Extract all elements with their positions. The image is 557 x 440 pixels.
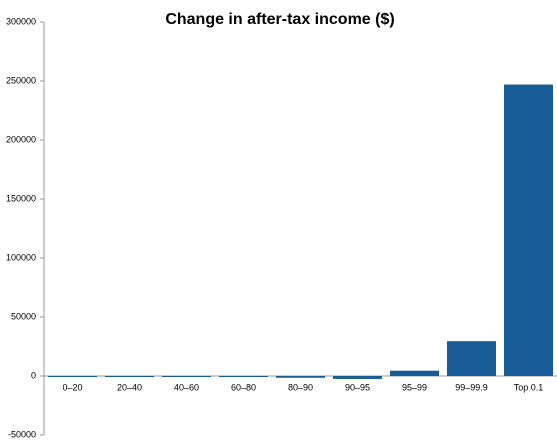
bar xyxy=(389,370,440,376)
y-tick-label: 250000 xyxy=(6,75,36,85)
x-tick-label: 95–99 xyxy=(402,382,427,392)
bar xyxy=(218,376,269,377)
chart-title: Change in after-tax income ($) xyxy=(165,11,394,28)
y-tick-label: 300000 xyxy=(6,16,36,26)
bar xyxy=(332,376,383,379)
y-tick-label: 150000 xyxy=(6,193,36,203)
bar xyxy=(446,341,497,376)
y-tick-label: 0 xyxy=(31,370,36,380)
x-tick-label: 90–95 xyxy=(345,382,370,392)
y-tick-label: 50000 xyxy=(11,311,36,321)
x-tick-label: 99–99.9 xyxy=(455,382,488,392)
bar xyxy=(503,84,554,376)
bar xyxy=(161,376,212,377)
x-tick-label: 0–20 xyxy=(62,382,82,392)
x-tick-label: 80–90 xyxy=(288,382,313,392)
bar xyxy=(47,376,98,377)
y-tick-label: 200000 xyxy=(6,134,36,144)
bar xyxy=(275,376,326,378)
y-tick-label: -50000 xyxy=(8,429,36,439)
y-tick-label: 100000 xyxy=(6,252,36,262)
x-tick-label: 20–40 xyxy=(117,382,142,392)
x-tick-label: 60–80 xyxy=(231,382,256,392)
bar xyxy=(104,376,155,377)
x-tick-label: 40–60 xyxy=(174,382,199,392)
x-tick-label: Top 0.1 xyxy=(514,382,544,392)
